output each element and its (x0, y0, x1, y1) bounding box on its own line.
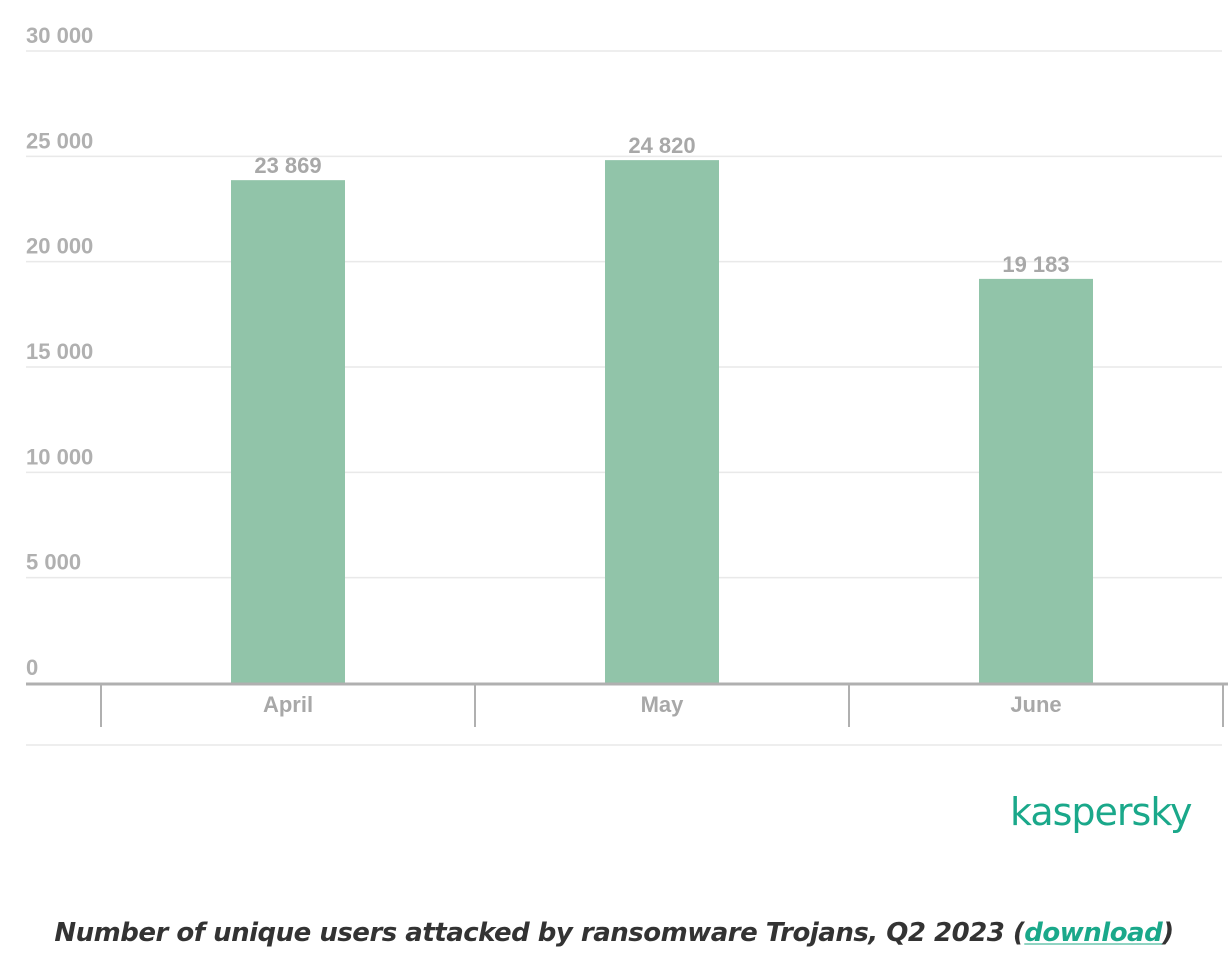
bar (979, 278, 1093, 683)
bar (605, 160, 719, 683)
bar-value-label: 23 869 (254, 153, 321, 178)
bar-chart: 0 5 000 10 000 15 000 20 000 25 000 30 000 23 … (26, 23, 1228, 746)
download-link[interactable]: download (1024, 918, 1163, 948)
y-tick-label: 0 (26, 655, 38, 680)
caption-close: ) (1162, 918, 1174, 948)
bars (231, 160, 1093, 683)
y-tick-label: 20 000 (26, 234, 93, 259)
x-category-label: April (263, 692, 313, 717)
chart-caption: Number of unique users attacked by ranso… (0, 918, 1228, 948)
bar-value-label: 19 183 (1002, 252, 1069, 277)
kaspersky-logo: kaspersky (1010, 790, 1192, 834)
bar-value-labels: 23 869 24 820 19 183 (254, 133, 1069, 277)
y-tick-label: 15 000 (26, 339, 93, 364)
bar-value-label: 24 820 (628, 133, 695, 158)
y-tick-label: 30 000 (26, 23, 93, 48)
y-tick-label: 10 000 (26, 444, 93, 469)
x-category-label: June (1010, 692, 1061, 717)
x-category-label: May (641, 692, 685, 717)
y-tick-label: 5 000 (26, 550, 81, 575)
bar (231, 180, 345, 683)
y-tick-label: 25 000 (26, 128, 93, 153)
y-axis-tick-labels: 0 5 000 10 000 15 000 20 000 25 000 30 000 (26, 23, 93, 680)
x-axis (26, 682, 1228, 727)
caption-text: Number of unique users attacked by ranso… (54, 918, 1025, 948)
x-axis-category-labels: April May June (263, 692, 1062, 717)
